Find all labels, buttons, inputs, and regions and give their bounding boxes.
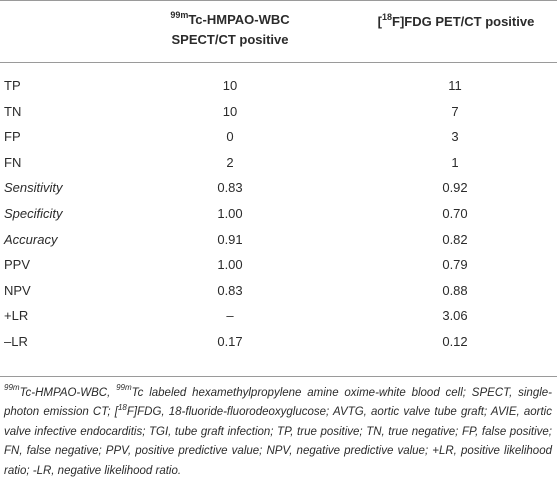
pet-value: 0.79: [442, 257, 468, 273]
table-row: PPV 1.00 0.79: [0, 256, 557, 282]
header-pet-pre: [: [377, 14, 383, 29]
row-label: –LR: [4, 333, 28, 349]
footnote-sup: 99m: [116, 383, 132, 393]
table-row: Specificity 1.00 0.70: [0, 205, 557, 231]
pet-value: 11: [448, 78, 462, 93]
header-spect: 99mTc-HMPAO-WBC SPECT/CT positive: [105, 10, 355, 50]
table-row: NPV 0.83 0.88: [0, 282, 557, 308]
row-label: PPV: [4, 257, 31, 273]
spect-value: 0.91: [217, 231, 243, 247]
table-row: TP 10 11: [0, 77, 557, 103]
row-label: Sensitivity: [4, 180, 63, 196]
spect-value: 10: [222, 78, 238, 93]
table-row: FN 2 1: [0, 154, 557, 180]
footnote-text: Tc labeled hexamethylpropylene amine oxi…: [4, 387, 552, 419]
header-pet: [18F]FDG PET/CT positive: [355, 12, 557, 32]
table-row: +LR – 3.06: [0, 307, 557, 333]
footnote-sup: 18: [117, 402, 127, 412]
row-label: TP: [4, 78, 21, 93]
pet-value: 0.88: [442, 282, 468, 298]
row-label: Specificity: [4, 205, 63, 221]
pet-value: 1: [451, 154, 459, 170]
header-spect-line1: Tc-HMPAO-WBC: [188, 12, 290, 27]
spect-value: 0.17: [217, 333, 243, 349]
table-footnote: 99mTc-HMPAO-WBC, 99mTc labeled hexamethy…: [4, 384, 552, 481]
spect-value: 0.83: [217, 282, 243, 298]
pet-value: 0.70: [442, 205, 468, 221]
row-label: +LR: [4, 308, 29, 324]
header-pet-post: F]FDG PET/CT positive: [392, 14, 535, 29]
pet-value: 0.82: [442, 231, 468, 247]
spect-value: –: [226, 308, 234, 324]
pet-value: 3.06: [442, 308, 468, 324]
table-row: FP 0 3: [0, 128, 557, 154]
table-row: –LR 0.17 0.12: [0, 333, 557, 359]
row-label: FP: [4, 129, 21, 145]
table-row: TN 10 7: [0, 103, 557, 129]
spect-value: 1.00: [217, 205, 243, 221]
header-rule: [0, 62, 557, 63]
table-bottom-rule: [0, 376, 557, 377]
spect-value: 0.83: [217, 180, 243, 196]
spect-value: 1.00: [217, 257, 243, 273]
row-label: NPV: [4, 282, 31, 298]
pet-value: 0.12: [442, 333, 468, 349]
header-spect-sup: 99m: [170, 9, 189, 20]
spect-value: 10: [222, 103, 238, 119]
table-top-rule: [0, 0, 557, 1]
pet-value: 7: [451, 103, 459, 119]
header-spect-line2: SPECT/CT positive: [171, 32, 289, 47]
row-label: Accuracy: [4, 231, 58, 247]
table-body: TP 10 11 TN 10 7 FP 0 3 FN 2 1 Sensitivity 0.83 0.…: [0, 77, 557, 359]
footnote-sup: 99m: [4, 383, 20, 393]
pet-value: 3: [451, 129, 459, 145]
row-label: FN: [4, 154, 22, 170]
spect-value: 0: [226, 129, 234, 145]
row-label: TN: [4, 103, 22, 119]
pet-value: 0.92: [442, 180, 468, 196]
footnote-text: F]FDG, 18-fluoride-fluorodeoxyglucose; A…: [4, 406, 552, 477]
table-row: Sensitivity 0.83 0.92: [0, 179, 557, 205]
header-pet-sup: 18: [382, 11, 393, 22]
table-row: Accuracy 0.91 0.82: [0, 231, 557, 257]
footnote-text: Tc-HMPAO-WBC,: [19, 387, 117, 399]
table-header: 99mTc-HMPAO-WBC SPECT/CT positive [18F]F…: [0, 0, 557, 62]
spect-value: 2: [226, 154, 234, 170]
